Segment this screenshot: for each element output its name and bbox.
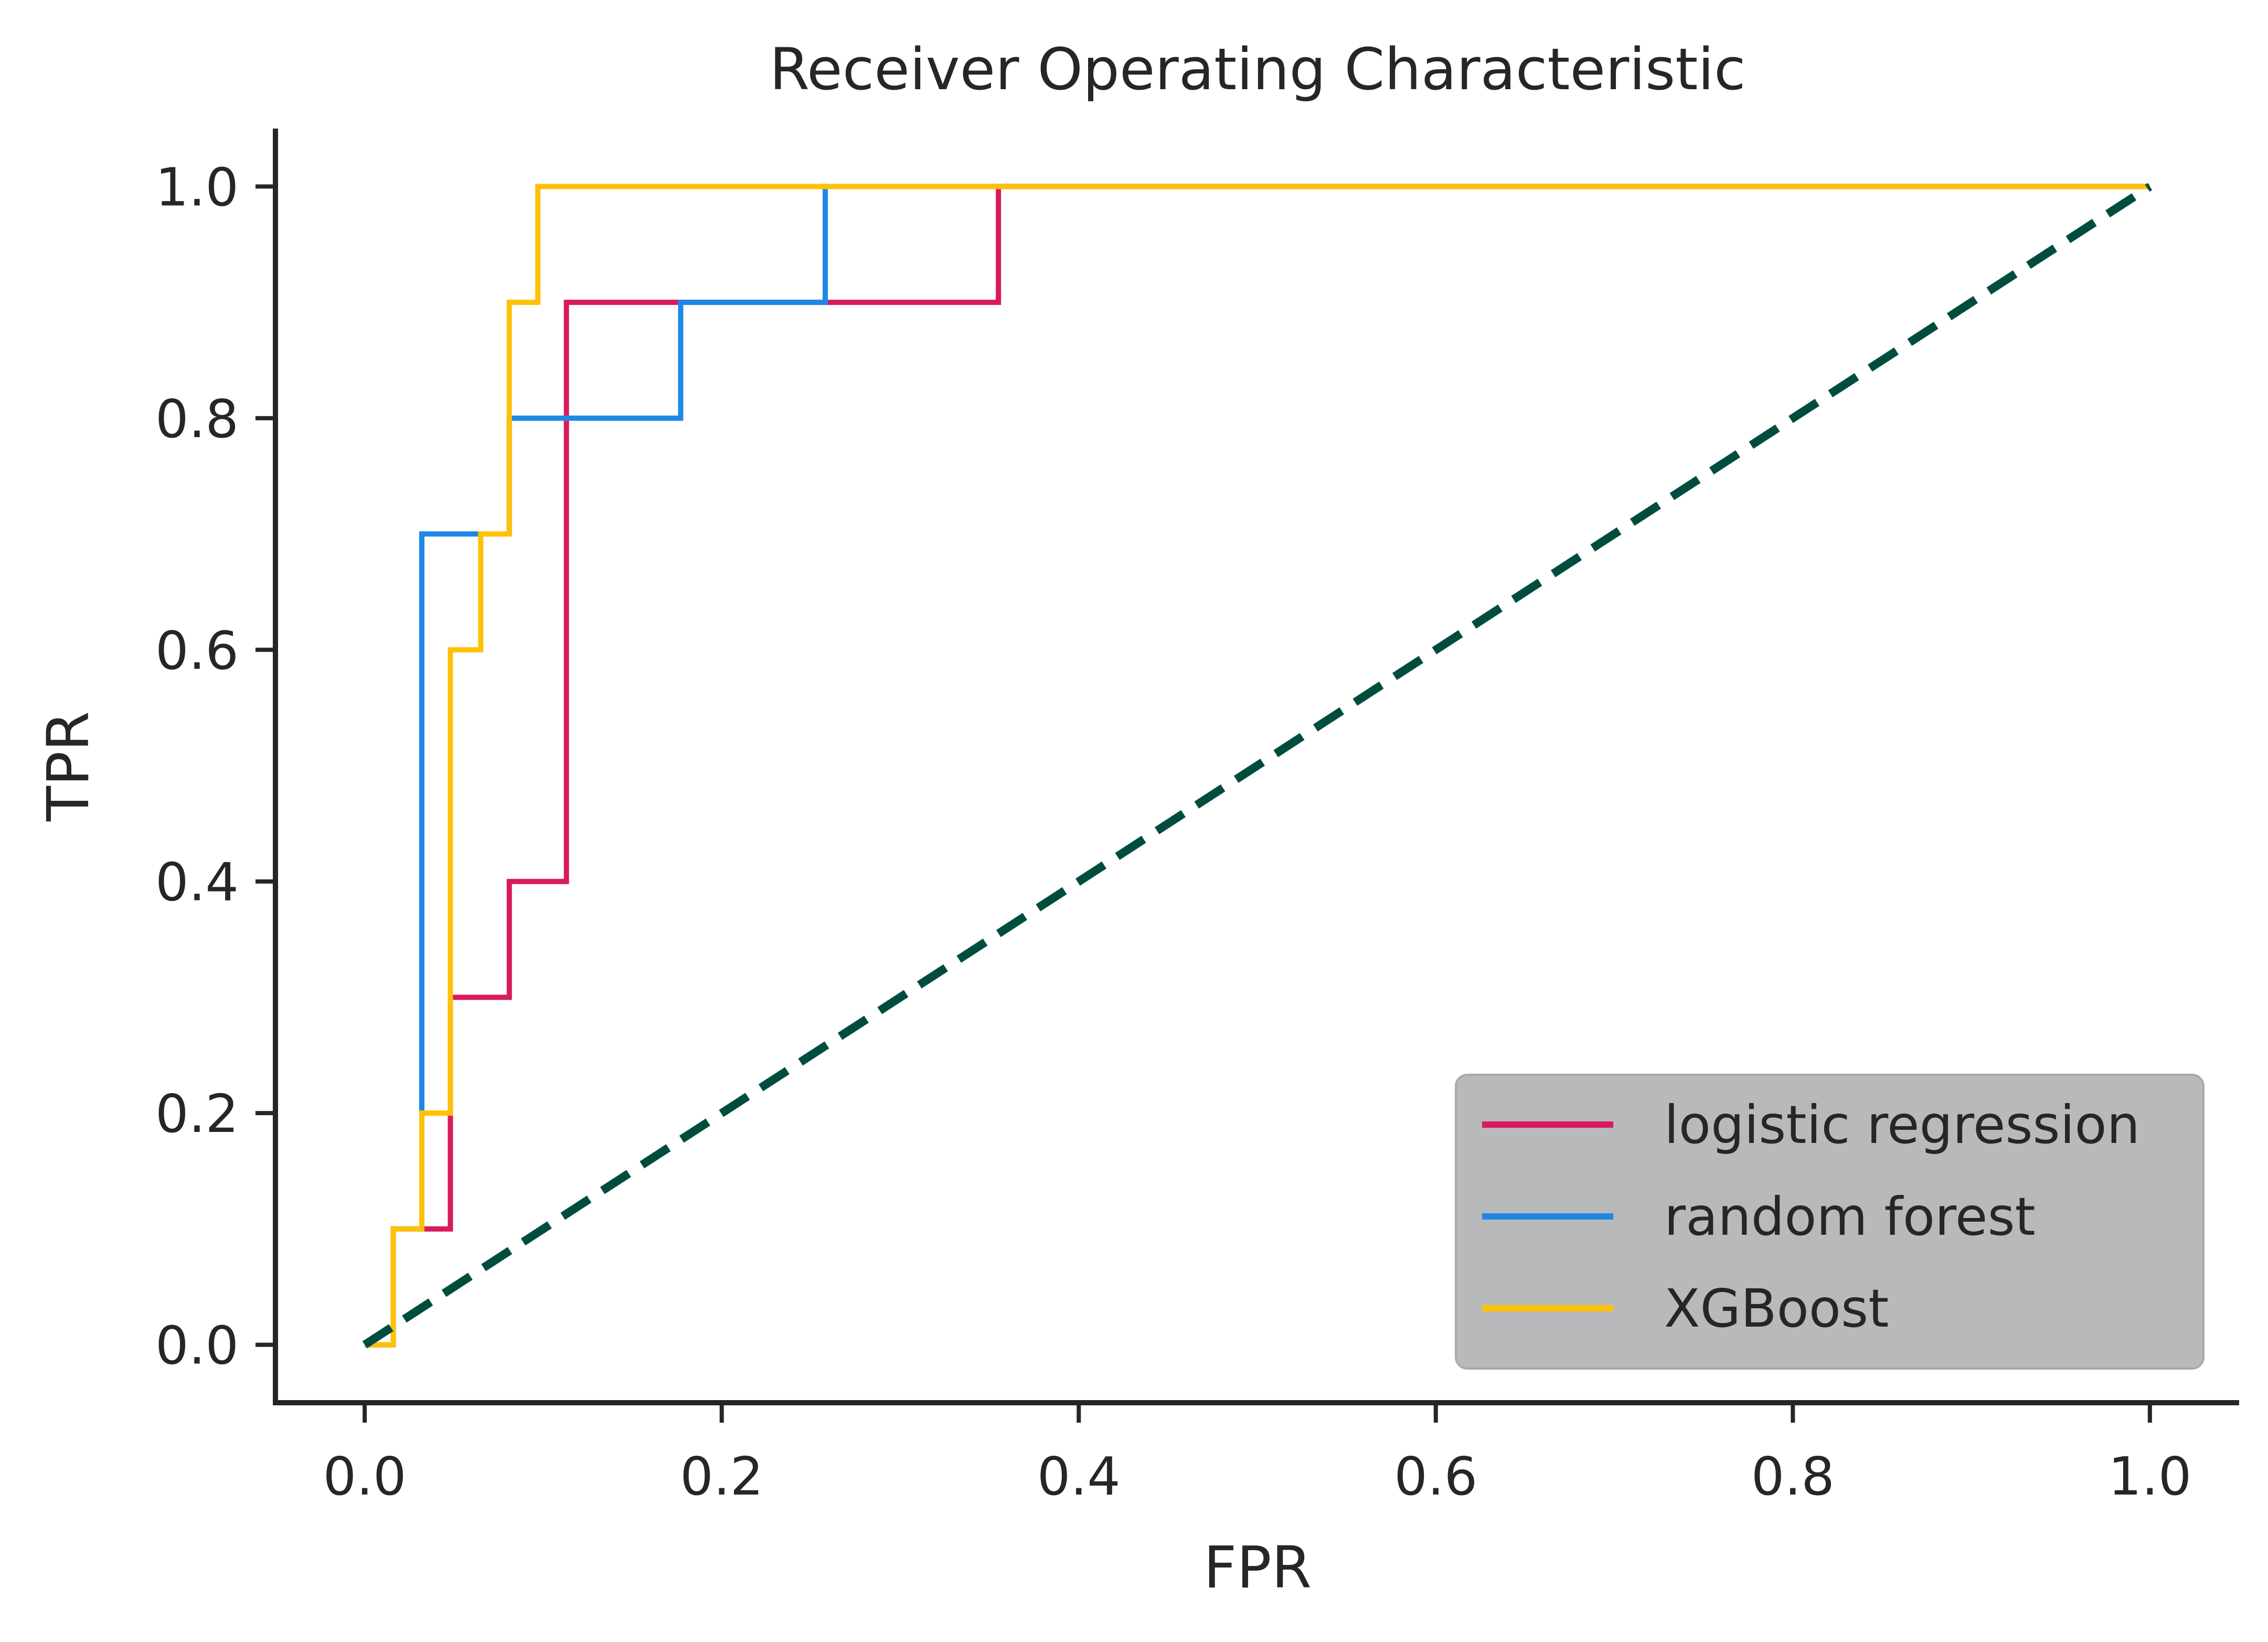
x-tick-label: 0.8	[1751, 1446, 1835, 1507]
series-line-diagonal-reference	[362, 183, 2153, 1349]
x-tick-label: 0.6	[1394, 1446, 1477, 1507]
y-ticks: 0.0 0.2 0.4 0.6 0.8 1.0	[155, 156, 273, 1376]
y-tick-label: 0.8	[155, 388, 239, 450]
legend: logistic regression random forest XGBoos…	[1455, 1074, 2205, 1370]
plot-area	[362, 183, 2153, 1349]
y-axis-label: TPR	[35, 711, 102, 822]
x-tick-label: 0.0	[323, 1446, 407, 1507]
x-axis-label: FPR	[1204, 1534, 1312, 1601]
legend-label-logistic-regression: logistic regression	[1664, 1094, 2140, 1156]
x-tick-label: 0.2	[680, 1446, 763, 1507]
y-tick-label: 0.2	[155, 1083, 239, 1145]
y-tick-label: 0.6	[155, 620, 239, 681]
y-tick-label: 0.0	[155, 1315, 239, 1376]
chart-title: Receiver Operating Characteristic	[770, 36, 1746, 103]
x-ticks: 0.0 0.2 0.4 0.6 0.8 1.0	[323, 1405, 2191, 1507]
legend-label-xgboost: XGBoost	[1664, 1278, 1889, 1339]
legend-box	[1455, 1074, 2205, 1370]
y-tick-label: 0.4	[155, 852, 239, 913]
y-tick-label: 1.0	[155, 156, 239, 218]
x-tick-label: 1.0	[2108, 1446, 2191, 1507]
x-tick-label: 0.4	[1037, 1446, 1121, 1507]
legend-label-random-forest: random forest	[1664, 1186, 2036, 1247]
series-line-xgboost	[365, 184, 2150, 1348]
